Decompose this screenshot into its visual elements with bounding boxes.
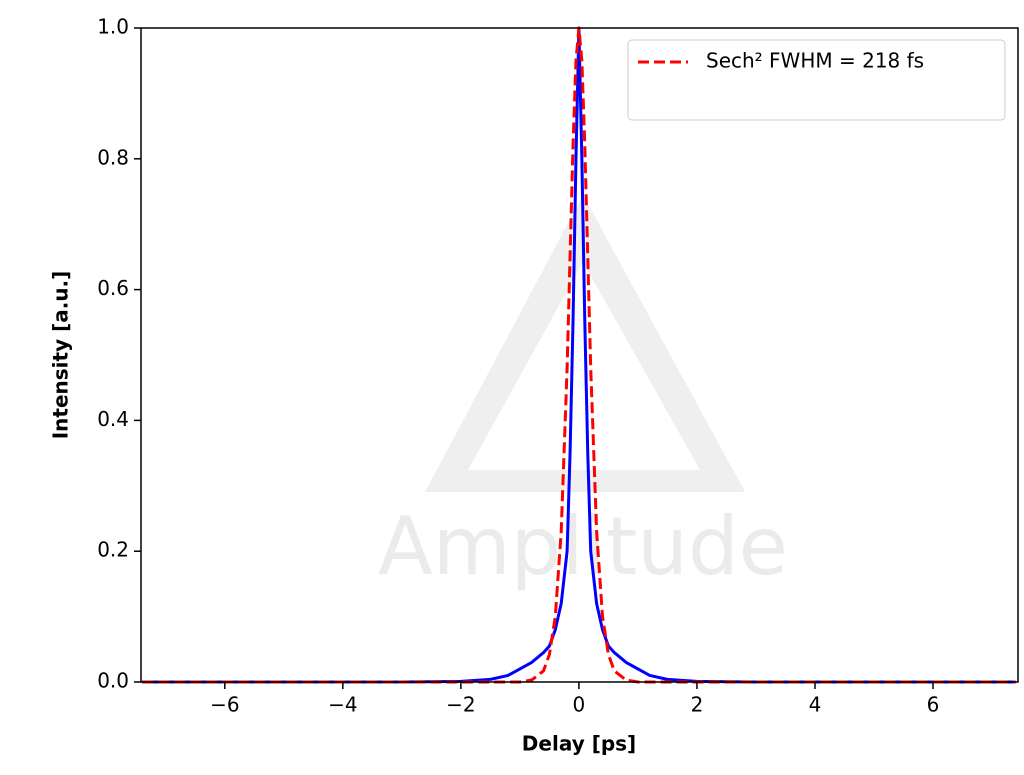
watermark-text: Amplitude xyxy=(378,500,788,593)
x-tick-label: −4 xyxy=(328,693,357,717)
y-tick-label: 0.0 xyxy=(97,669,129,693)
y-tick-label: 1.0 xyxy=(97,15,129,39)
x-tick-label: 6 xyxy=(927,693,940,717)
legend-box xyxy=(627,39,1006,121)
y-tick-label: 0.2 xyxy=(97,538,129,562)
x-tick-label: −2 xyxy=(446,693,475,717)
x-tick-label: −6 xyxy=(210,693,239,717)
y-tick-label: 0.6 xyxy=(97,276,129,300)
axes-frame xyxy=(140,27,1019,683)
y-axis-label: Intensity [a.u.] xyxy=(49,271,73,440)
legend-label: Sech² FWHM = 218 fs xyxy=(706,49,924,73)
x-tick-label: 0 xyxy=(573,693,586,717)
x-axis-label: Delay [ps] xyxy=(522,732,636,756)
x-tick-label: 2 xyxy=(691,693,704,717)
y-tick-label: 0.8 xyxy=(97,145,129,169)
x-tick-label: 4 xyxy=(809,693,822,717)
y-tick-label: 0.4 xyxy=(97,407,129,431)
